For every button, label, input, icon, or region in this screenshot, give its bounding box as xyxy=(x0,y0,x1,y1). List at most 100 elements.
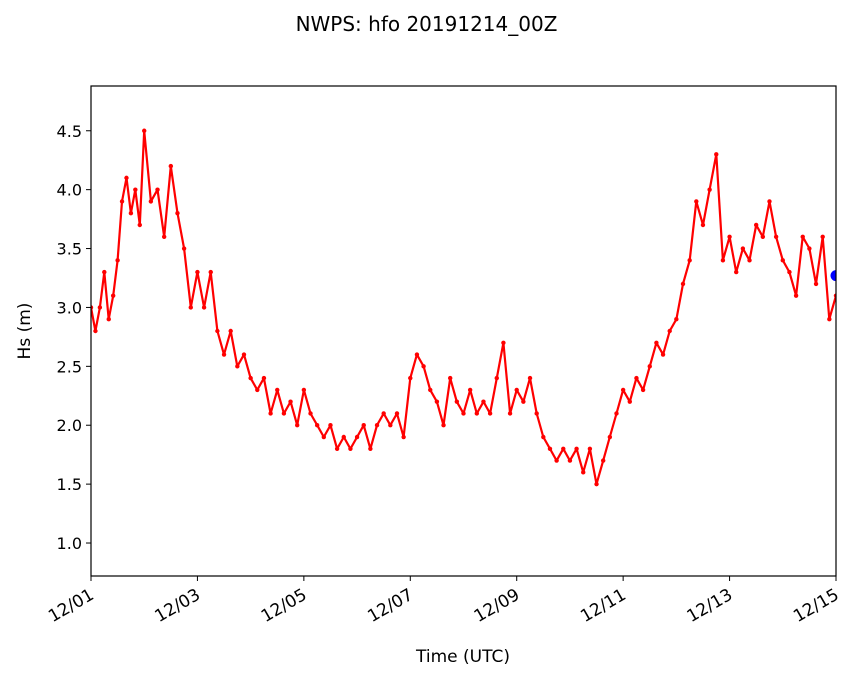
data-point xyxy=(714,152,719,157)
data-point xyxy=(308,411,313,416)
data-point xyxy=(401,434,406,440)
data-point xyxy=(807,246,812,251)
data-point xyxy=(301,387,307,393)
data-point xyxy=(314,423,320,428)
data-point xyxy=(235,364,240,369)
current-time-marker xyxy=(830,270,836,282)
data-point xyxy=(348,446,353,451)
data-point xyxy=(634,375,639,381)
data-point xyxy=(793,293,799,298)
x-tick-label: 12/01 xyxy=(45,585,97,627)
data-point xyxy=(288,399,293,404)
data-point xyxy=(667,328,672,334)
data-point xyxy=(221,352,227,357)
data-point xyxy=(581,470,586,475)
data-point xyxy=(600,458,606,463)
data-point xyxy=(507,411,513,416)
data-point xyxy=(428,387,433,393)
data-point xyxy=(341,434,346,440)
data-point xyxy=(734,269,739,275)
data-point xyxy=(454,399,460,404)
data-point xyxy=(494,375,499,381)
data-point xyxy=(414,352,420,357)
data-point xyxy=(767,199,772,204)
data-point xyxy=(534,411,539,416)
x-axis-ticks: 12/01 12/03 12/05 12/07 12/09 12/11 12/13 12/15 xyxy=(45,576,843,627)
data-point xyxy=(640,387,646,393)
x-tick-label: 12/11 xyxy=(577,585,629,627)
data-point xyxy=(521,399,526,404)
data-point xyxy=(694,199,699,204)
data-point xyxy=(361,423,366,428)
data-point xyxy=(128,211,134,216)
y-axis-ticks: 1.0 1.5 2.0 2.5 3.0 3.5 4.0 4.5 xyxy=(57,122,91,553)
data-point xyxy=(574,446,579,451)
data-point xyxy=(607,434,613,440)
data-point xyxy=(567,458,573,463)
data-point xyxy=(674,317,679,322)
data-point xyxy=(188,305,193,310)
data-point xyxy=(195,269,200,275)
data-point xyxy=(106,317,111,322)
y-tick-label: 4.5 xyxy=(57,122,82,141)
x-tick-label: 12/13 xyxy=(684,585,736,627)
data-point xyxy=(381,411,386,416)
data-point xyxy=(110,293,116,298)
data-point xyxy=(124,175,129,181)
data-point xyxy=(541,434,546,440)
data-point xyxy=(787,269,792,275)
data-point xyxy=(527,375,533,381)
chart-title: NWPS: hfo 20191214_00Z xyxy=(295,12,558,36)
data-point xyxy=(514,387,519,393)
data-point xyxy=(467,387,473,393)
data-point xyxy=(461,411,466,416)
data-point xyxy=(228,328,233,334)
data-point xyxy=(727,234,732,239)
data-point xyxy=(328,423,333,428)
data-point xyxy=(614,411,619,416)
data-point xyxy=(760,234,766,239)
data-point xyxy=(547,446,553,451)
data-point xyxy=(268,411,273,416)
x-tick-label: 12/15 xyxy=(790,585,842,627)
data-point xyxy=(740,246,746,251)
data-point xyxy=(137,222,142,228)
data-point xyxy=(255,387,260,393)
data-point xyxy=(647,364,652,369)
plot-area xyxy=(91,128,836,487)
axes-frame xyxy=(90,85,837,577)
data-point xyxy=(168,163,174,169)
x-axis-label: Time (UTC) xyxy=(415,647,510,667)
x-tick-label: 12/03 xyxy=(151,585,203,627)
data-point xyxy=(660,352,666,357)
data-point xyxy=(97,305,103,310)
data-point xyxy=(374,423,380,428)
data-point xyxy=(707,187,712,192)
data-point xyxy=(747,258,752,263)
data-point xyxy=(261,375,267,381)
data-point xyxy=(680,281,686,287)
data-point xyxy=(627,399,632,404)
data-point xyxy=(334,446,340,451)
y-tick-label: 3.0 xyxy=(57,298,82,317)
y-tick-label: 4.0 xyxy=(57,181,82,200)
x-tick-label: 12/05 xyxy=(258,585,310,627)
data-point xyxy=(394,411,400,416)
data-point xyxy=(208,269,213,275)
y-axis-label: Hs (m) xyxy=(15,303,35,360)
data-point xyxy=(115,258,120,263)
data-point xyxy=(368,446,373,451)
series-group xyxy=(91,128,836,487)
data-point xyxy=(388,423,393,428)
x-tick-label: 12/09 xyxy=(471,585,523,627)
data-point xyxy=(119,199,125,204)
data-point xyxy=(487,411,493,416)
y-tick-label: 1.0 xyxy=(57,534,82,553)
data-point xyxy=(554,458,559,463)
data-point xyxy=(155,187,160,192)
data-point xyxy=(321,434,327,440)
data-point xyxy=(813,281,819,287)
data-point xyxy=(753,222,759,228)
data-point xyxy=(800,234,805,239)
